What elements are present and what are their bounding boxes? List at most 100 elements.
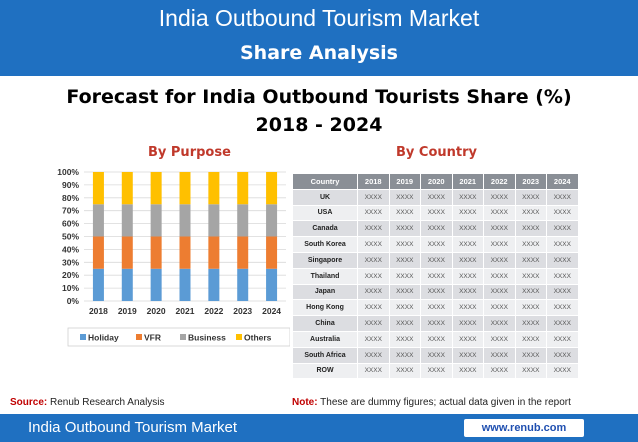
bar-segment-others — [121, 172, 133, 205]
bar-segment-holiday — [92, 268, 104, 301]
share-value-cell: XXXX — [483, 283, 516, 301]
share-value-cell: XXXX — [451, 330, 484, 348]
y-tick-label: 0% — [67, 296, 80, 306]
share-value-cell: XXXX — [357, 220, 390, 238]
share-value-cell: XXXX — [514, 204, 547, 222]
share-value-cell: XXXX — [483, 236, 516, 253]
bar-segment-vfr — [266, 236, 278, 269]
source-label: Source: — [10, 397, 48, 408]
table-row: Hong Kong XXXX XXXX XXXX XXXX XXXX XXXX XXXX — [292, 299, 579, 317]
bar-segment-vfr — [121, 236, 133, 269]
share-value-cell: XXXX — [357, 283, 390, 301]
table-row: ROW XXXX XXXX XXXX XXXX XXXX XXXX XXXX — [292, 362, 579, 380]
x-tick-label: 2021 — [176, 306, 195, 316]
table-row: China XXXX XXXX XXXX XXXX XXXX XXXX XXXX — [292, 315, 579, 332]
y-tick-label: 80% — [62, 193, 79, 203]
share-value-cell: XXXX — [546, 220, 579, 238]
share-value-cell: XXXX — [420, 251, 453, 269]
share-value-cell: XXXX — [357, 362, 390, 380]
share-value-cell: XXXX — [483, 188, 516, 206]
share-value-cell: XXXX — [514, 315, 547, 332]
bar-segment-business — [150, 204, 162, 237]
x-tick-label: 2019 — [118, 306, 137, 316]
share-value-cell: XXXX — [514, 188, 547, 206]
x-tick-label: 2018 — [89, 306, 108, 316]
share-value-cell: XXXX — [546, 330, 579, 348]
chart-headline-years: 2018 - 2024 — [255, 114, 383, 136]
share-value-cell: XXXX — [483, 299, 516, 317]
share-value-cell: XXXX — [451, 251, 484, 269]
share-value-cell: XXXX — [451, 204, 484, 222]
country-table-wrapper: Country 2018 2019 2020 2021 2022 2023 2024 UK XX… — [292, 173, 579, 380]
footer-bar: India Outbound Tourism Market www.renub.… — [0, 414, 638, 442]
share-value-cell: XXXX — [514, 220, 547, 238]
y-tick-label: 40% — [62, 244, 79, 254]
share-value-cell: XXXX — [388, 204, 421, 222]
share-value-cell: XXXX — [514, 299, 547, 317]
share-value-cell: XXXX — [514, 267, 547, 285]
country-name-cell: South Korea — [292, 236, 358, 253]
purpose-stacked-bar-chart: 0% 10% 20% 30% 40% 50% 60% 70% 80% 90% 100% 2018 201… — [57, 167, 290, 347]
share-value-cell: XXXX — [483, 204, 516, 222]
bar-segment-holiday — [237, 268, 249, 301]
x-tick-label: 2022 — [204, 306, 223, 316]
bar-segment-vfr — [150, 236, 162, 269]
legend-label-vfr: VFR — [144, 333, 161, 343]
country-name-cell: USA — [292, 204, 358, 222]
bar-segment-business — [266, 204, 278, 237]
share-value-cell: XXXX — [451, 267, 484, 285]
table-column-header: 2022 — [483, 173, 516, 190]
share-value-cell: XXXX — [388, 330, 421, 348]
share-value-cell: XXXX — [514, 251, 547, 269]
legend-label-business: Business — [188, 333, 226, 343]
share-value-cell: XXXX — [388, 299, 421, 317]
bar-segment-others — [237, 172, 249, 205]
header-subtitle: Share Analysis — [240, 42, 398, 64]
share-value-cell: XXXX — [388, 362, 421, 380]
share-value-cell: XXXX — [420, 330, 453, 348]
share-value-cell: XXXX — [451, 362, 484, 380]
share-value-cell: XXXX — [546, 283, 579, 301]
country-name-cell: Australia — [292, 330, 358, 348]
source-value: Renub Research Analysis — [50, 397, 165, 408]
y-tick-label: 90% — [62, 180, 79, 190]
table-row: Thailand XXXX XXXX XXXX XXXX XXXX XXXX XXXX — [292, 267, 579, 285]
table-column-header: Country — [292, 173, 358, 190]
share-value-cell: XXXX — [451, 315, 484, 332]
table-column-header: 2023 — [514, 173, 547, 190]
x-tick-label: 2020 — [147, 306, 166, 316]
share-value-cell: XXXX — [483, 362, 516, 380]
legend-swatch-others — [236, 334, 242, 340]
purpose-chart-title: By Purpose — [148, 145, 231, 160]
country-name-cell: ROW — [292, 362, 358, 380]
table-header-row: Country 2018 2019 2020 2021 2022 2023 2024 — [292, 173, 579, 190]
share-value-cell: XXXX — [546, 362, 579, 380]
table-row: USA XXXX XXXX XXXX XXXX XXXX XXXX XXXX — [292, 204, 579, 222]
table-row: Canada XXXX XXXX XXXX XXXX XXXX XXXX XXXX — [292, 220, 579, 238]
country-table-title: By Country — [396, 145, 477, 160]
share-value-cell: XXXX — [357, 346, 390, 364]
share-value-cell: XXXX — [420, 346, 453, 364]
share-value-cell: XXXX — [451, 236, 484, 253]
bar-segment-business — [237, 204, 249, 237]
share-value-cell: XXXX — [483, 267, 516, 285]
bar-segment-holiday — [266, 268, 278, 301]
share-value-cell: XXXX — [546, 188, 579, 206]
footer-url-link[interactable]: www.renub.com — [464, 419, 584, 437]
table-row: Japan XXXX XXXX XXXX XXXX XXXX XXXX XXXX — [292, 283, 579, 301]
share-value-cell: XXXX — [420, 267, 453, 285]
share-value-cell: XXXX — [483, 346, 516, 364]
share-value-cell: XXXX — [357, 188, 390, 206]
chart-headline: Forecast for India Outbound Tourists Sha… — [66, 86, 572, 108]
y-tick-label: 100% — [57, 167, 79, 177]
share-value-cell: XXXX — [357, 204, 390, 222]
share-value-cell: XXXX — [388, 188, 421, 206]
share-value-cell: XXXX — [451, 346, 484, 364]
share-value-cell: XXXX — [514, 362, 547, 380]
x-tick-label: 2023 — [233, 306, 252, 316]
share-value-cell: XXXX — [388, 283, 421, 301]
share-value-cell: XXXX — [546, 267, 579, 285]
legend-label-holiday: Holiday — [88, 333, 119, 343]
share-value-cell: XXXX — [388, 236, 421, 253]
table-row: Australia XXXX XXXX XXXX XXXX XXXX XXXX XXXX — [292, 330, 579, 348]
